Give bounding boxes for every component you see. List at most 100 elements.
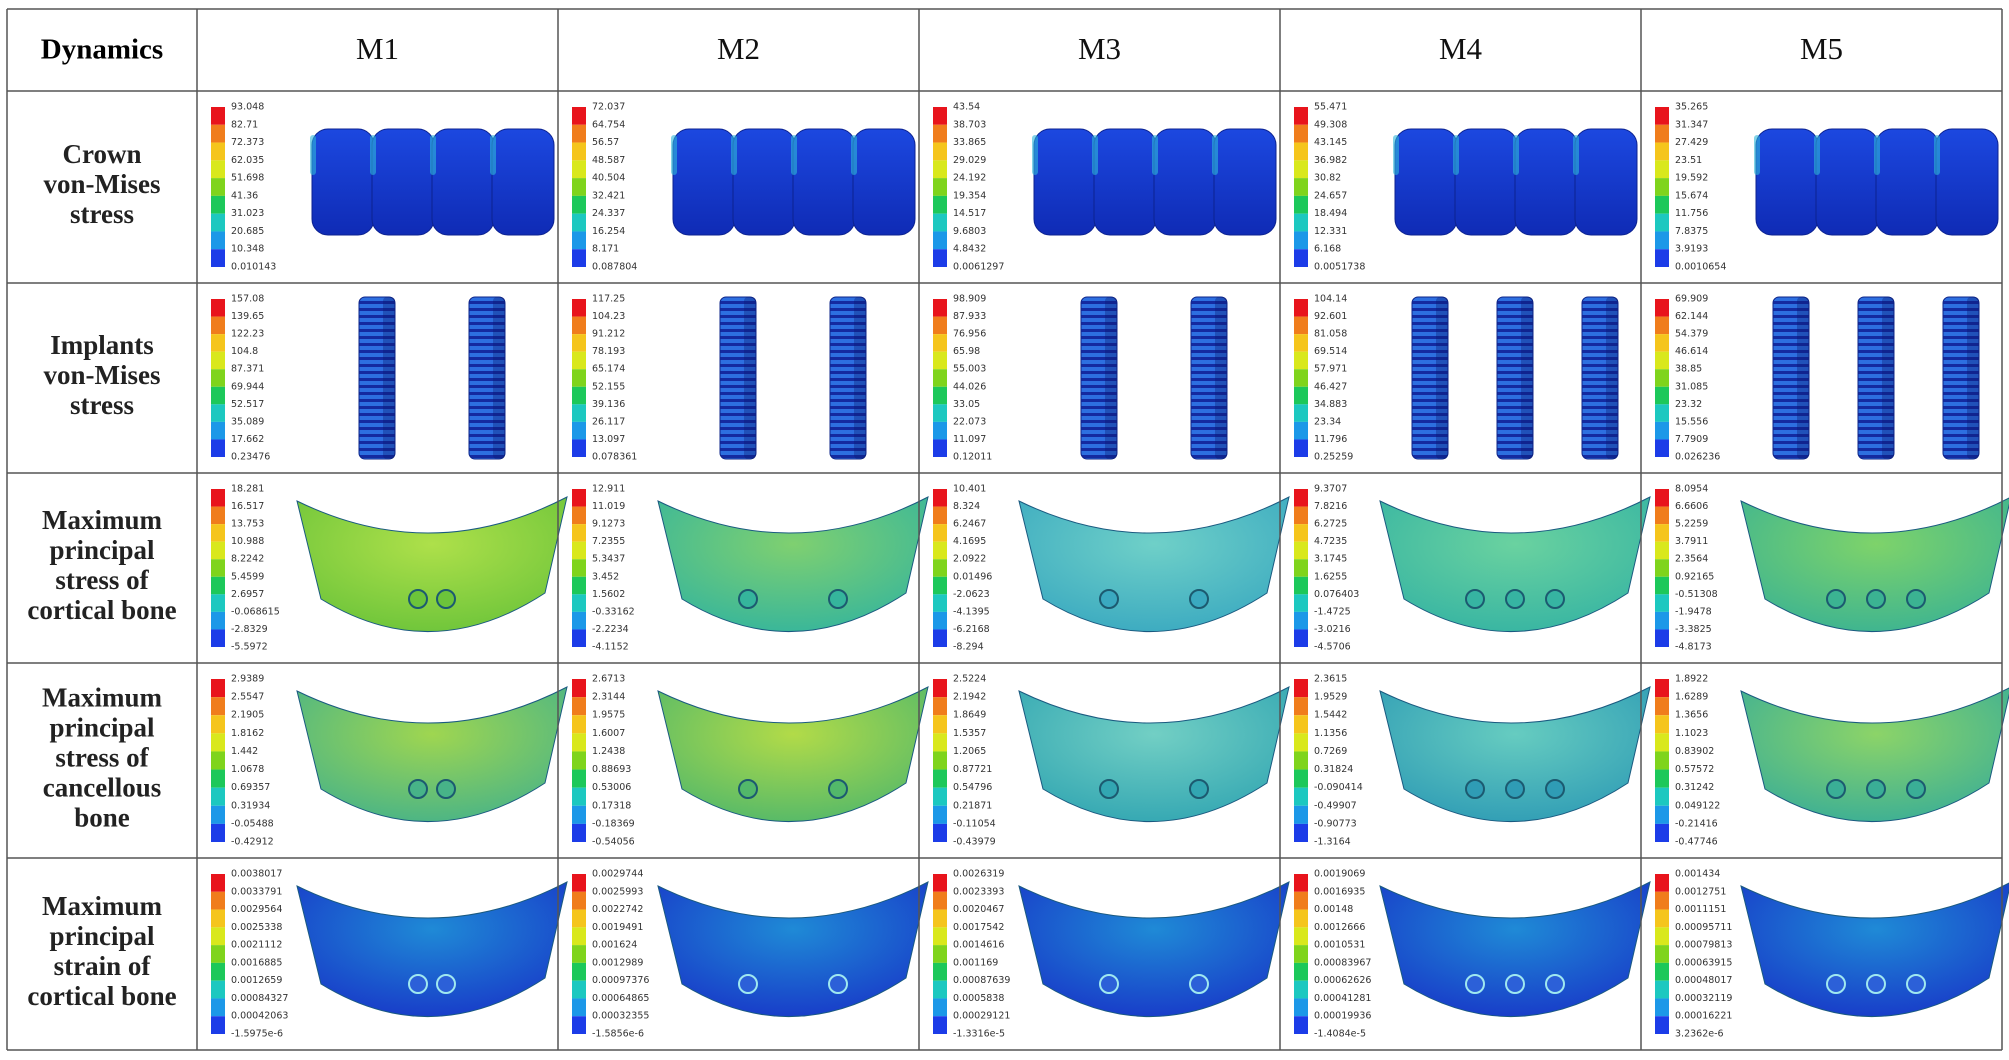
model-render: [296, 496, 568, 632]
legend-swatch: [211, 334, 225, 352]
legend-label: 76.956: [953, 329, 986, 340]
legend-label: 39.136: [592, 399, 625, 410]
legend-swatch: [1655, 962, 1669, 981]
legend-label: -0.90773: [1314, 818, 1357, 829]
legend-swatch: [211, 142, 225, 161]
legend-swatch: [1294, 524, 1308, 542]
legend-swatch: [1655, 142, 1669, 161]
legend-swatch: [933, 751, 947, 770]
legend-label: 62.035: [231, 155, 264, 166]
implant-shade: [493, 297, 505, 459]
legend-label: 0.00095711: [1675, 922, 1732, 933]
legend-label: 2.6957: [231, 589, 264, 600]
legend-label: 16.517: [231, 501, 264, 512]
legend-swatch: [1655, 629, 1669, 647]
legend-swatch: [211, 733, 225, 752]
legend-label: 0.87721: [953, 764, 992, 775]
legend-swatch: [1294, 299, 1308, 317]
legend-swatch: [933, 769, 947, 788]
legend-swatch: [933, 909, 947, 928]
legend-label: 0.12011: [953, 452, 992, 463]
legend-label: 20.685: [231, 226, 264, 237]
model-render: [1379, 686, 1651, 822]
legend-label: 0.0021112: [231, 940, 282, 951]
legend-swatch: [211, 178, 225, 196]
legend-swatch: [1655, 316, 1669, 335]
legend-swatch: [1294, 559, 1308, 577]
legend-label: 0.076403: [1314, 589, 1359, 600]
crown-highlight: [1573, 135, 1579, 175]
legend-swatch: [1294, 386, 1308, 405]
legend-label: 1.3656: [1675, 710, 1708, 721]
legend-swatch: [211, 351, 225, 370]
legend-label: -1.4725: [1314, 606, 1351, 617]
legend-swatch: [572, 299, 586, 317]
legend-swatch: [1655, 506, 1669, 525]
implant-hole: [1866, 974, 1886, 994]
legend-label: 81.058: [1314, 329, 1347, 340]
legend-label: 0.0012659: [231, 975, 282, 986]
legend-swatch: [211, 874, 225, 892]
legend-label: 9.3707: [1314, 484, 1347, 495]
implant-hole: [828, 589, 848, 609]
crown: [371, 128, 435, 236]
legend-swatch: [211, 195, 225, 214]
legend-label: -1.9478: [1675, 606, 1712, 617]
legend-label: 6.2467: [953, 519, 986, 530]
legend-swatch: [933, 107, 947, 125]
legend-label: 10.988: [231, 536, 264, 547]
legend-label: 18.281: [231, 484, 264, 495]
crown-highlight: [1513, 135, 1519, 175]
legend-label: 0.88693: [592, 764, 631, 775]
crown: [672, 128, 736, 236]
implant: [1496, 296, 1534, 460]
bone: [1018, 686, 1290, 822]
crown-highlight: [851, 135, 857, 175]
legend-swatch: [1655, 751, 1669, 770]
crown: [852, 128, 916, 236]
implant: [358, 296, 396, 460]
legend-swatch: [572, 1016, 586, 1034]
legend-swatch: [572, 715, 586, 734]
legend-swatch: [933, 142, 947, 161]
legend-label: 0.0012751: [1675, 886, 1726, 897]
legend-label: 0.0019069: [1314, 869, 1365, 880]
legend-swatch: [933, 891, 947, 910]
row-label: Maximum: [42, 891, 162, 921]
legend-label: 122.23: [231, 329, 264, 340]
legend-label: 11.097: [953, 434, 986, 445]
bone: [657, 686, 929, 822]
crown-highlight: [1814, 135, 1820, 175]
legend-label: 0.57572: [1675, 764, 1714, 775]
implant-hole: [1099, 779, 1119, 799]
crown-highlight: [1453, 135, 1459, 175]
legend-label: 11.019: [592, 501, 625, 512]
legend-swatch: [933, 178, 947, 196]
legend-label: 2.6713: [592, 674, 625, 685]
legend-swatch: [933, 927, 947, 946]
legend-label: 6.168: [1314, 244, 1341, 255]
implant-hole: [1545, 589, 1565, 609]
legend-swatch: [211, 231, 225, 250]
legend-label: 0.0016885: [231, 957, 282, 968]
crown: [1514, 128, 1578, 236]
legend-label: 5.4599: [231, 571, 264, 582]
implant-hole: [1189, 589, 1209, 609]
row-label: bone: [74, 803, 130, 833]
legend-swatch: [1294, 213, 1308, 232]
legend-label: 92.601: [1314, 311, 1347, 322]
legend-label: 0.00063915: [1675, 957, 1732, 968]
legend-swatch: [572, 249, 586, 267]
legend-label: 0.0010531: [1314, 940, 1365, 951]
implant-hole: [1465, 589, 1485, 609]
legend-label: 41.36: [231, 190, 258, 201]
legend-swatch: [1655, 874, 1669, 892]
legend-swatch: [1655, 1016, 1669, 1034]
legend-label: 31.347: [1675, 119, 1708, 130]
legend-swatch: [933, 231, 947, 250]
legend-label: 0.0022742: [592, 904, 643, 915]
legend-label: 2.1905: [231, 710, 264, 721]
legend-swatch: [1655, 524, 1669, 542]
legend-swatch: [933, 439, 947, 457]
